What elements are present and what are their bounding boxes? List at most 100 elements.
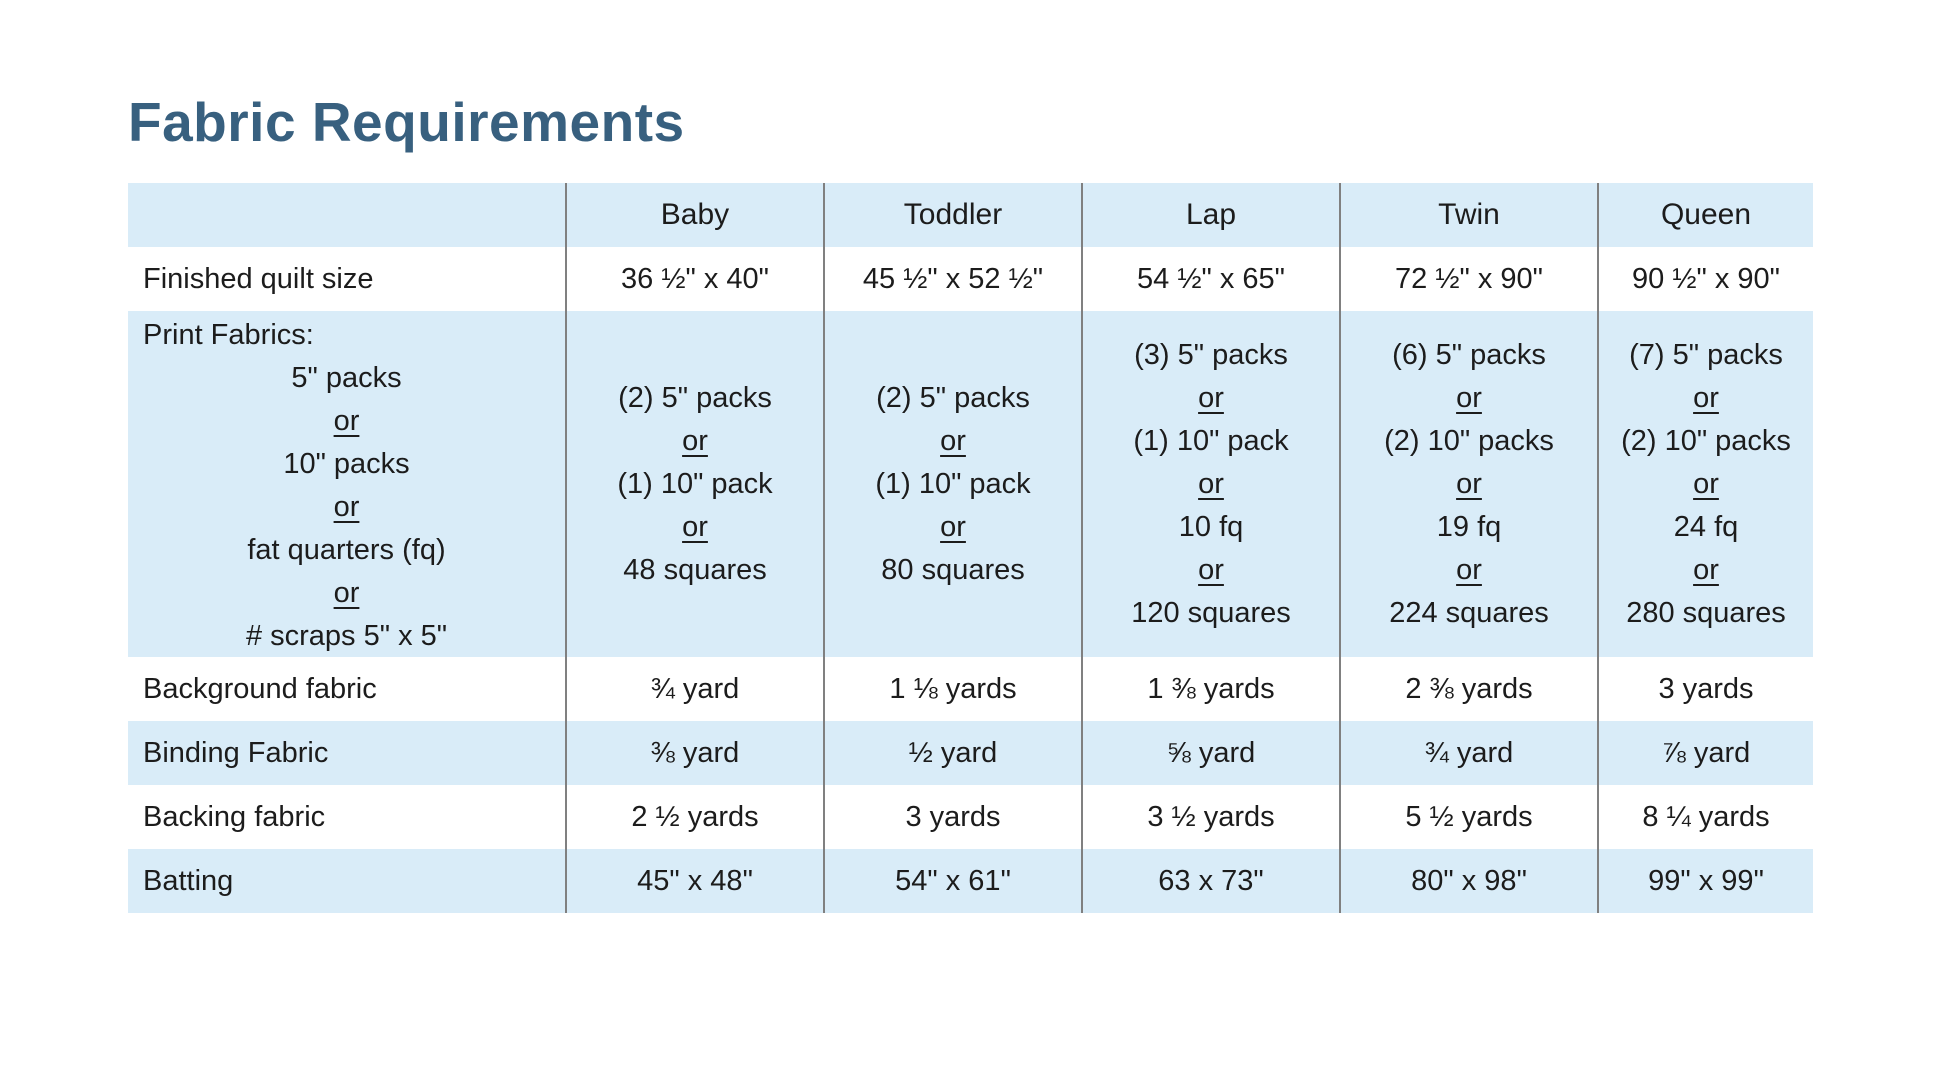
print-fabrics-cell-option-list: (7) 5" packs or (2) 10" packs or 24 fq or 280 … [1599, 311, 1813, 657]
cell-value: 99" x 99" [1648, 864, 1764, 897]
cell-value: ¾ yard [650, 672, 740, 705]
option-line: 48 squares [623, 553, 767, 586]
cell-value: 36 ½" x 40" [621, 262, 769, 295]
print-fabrics-option-list: Print Fabrics: 5" packs or 10" packs or fat q… [128, 311, 565, 657]
cell-background-fabric-twin: 2 ⅜ yards [1339, 657, 1597, 721]
or-separator: or [1693, 553, 1719, 586]
cell-value: 5 ½ yards [1405, 800, 1533, 833]
table-header-row: Baby Toddler Lap Twin Queen [128, 183, 1813, 247]
or-separator: or [1693, 381, 1719, 414]
cell-backing-fabric-baby: 2 ½ yards [565, 785, 823, 849]
row-label: Binding Fabric [143, 736, 329, 769]
cell-value: 8 ¼ yards [1642, 800, 1770, 833]
cell-print-fabrics-baby: (2) 5" packs or (1) 10" pack or 48 squares [565, 311, 823, 657]
fabric-requirements-table: Baby Toddler Lap Twin Queen Finished quilt si… [128, 183, 1813, 913]
cell-batting-baby: 45" x 48" [565, 849, 823, 913]
or-separator: or [682, 510, 708, 543]
cell-batting-toddler: 54" x 61" [823, 849, 1081, 913]
option-line: 120 squares [1131, 596, 1291, 629]
option-line: (3) 5" packs [1134, 338, 1288, 371]
col-header-label: Lap [1185, 198, 1237, 231]
cell-backing-fabric-toddler: 3 yards [823, 785, 1081, 849]
row-label: Print Fabrics: [143, 319, 314, 351]
cell-value: ⅞ yard [1661, 736, 1751, 769]
print-fabrics-cell-option-list: (3) 5" packs or (1) 10" pack or 10 fq or 120 s… [1083, 311, 1339, 657]
option-line: (2) 5" packs [618, 381, 772, 414]
row-label: Finished quilt size [143, 262, 374, 295]
row-label: Backing fabric [143, 800, 326, 833]
cell-print-fabrics-lap: (3) 5" packs or (1) 10" pack or 10 fq or 120 s… [1081, 311, 1339, 657]
or-separator: or [940, 510, 966, 543]
cell-finished-quilt-size-twin: 72 ½" x 90" [1339, 247, 1597, 311]
print-fabrics-cell-option-list: (2) 5" packs or (1) 10" pack or 80 squares [825, 311, 1081, 657]
or-separator: or [333, 491, 360, 523]
or-separator: or [333, 577, 360, 609]
option-line: (1) 10" pack [875, 467, 1031, 500]
row-label: Batting [143, 864, 234, 897]
print-fabrics-cell-option-list: (6) 5" packs or (2) 10" packs or 19 fq or 224 … [1341, 311, 1597, 657]
cell-value: ⅝ yard [1166, 736, 1256, 769]
or-separator: or [682, 424, 708, 457]
cell-value: ¾ yard [1424, 736, 1514, 769]
cell-value: 1 ⅛ yards [889, 672, 1017, 705]
col-header-label: Twin [1438, 198, 1500, 231]
cell-background-fabric-lap: 1 ⅜ yards [1081, 657, 1339, 721]
row-label: Background fabric [143, 672, 377, 705]
col-header-label: Toddler [903, 198, 1003, 231]
table-row-print-fabrics: Print Fabrics: 5" packs or 10" packs or fat q… [128, 311, 1813, 657]
cell-batting-lap: 63 x 73" [1081, 849, 1339, 913]
option-line: 10" packs [283, 448, 410, 480]
cell-value: 72 ½" x 90" [1395, 262, 1543, 295]
table-row-backing-fabric: Backing fabric 2 ½ yards 3 yards 3 ½ yards 5… [128, 785, 1813, 849]
row-label-cell-batting: Batting [128, 849, 565, 913]
cell-value: ½ yard [908, 736, 998, 769]
cell-value: 63 x 73" [1158, 864, 1264, 897]
cell-finished-quilt-size-lap: 54 ½" x 65" [1081, 247, 1339, 311]
row-label-cell-backing-fabric: Backing fabric [128, 785, 565, 849]
cell-value: 54 ½" x 65" [1137, 262, 1285, 295]
option-line: 19 fq [1436, 510, 1502, 543]
cell-background-fabric-toddler: 1 ⅛ yards [823, 657, 1081, 721]
option-line: (1) 10" pack [617, 467, 773, 500]
or-separator: or [940, 424, 966, 457]
option-line: 224 squares [1389, 596, 1549, 629]
or-separator: or [1198, 467, 1224, 500]
col-header-baby: Baby [565, 183, 823, 247]
option-line: (1) 10" pack [1133, 424, 1289, 457]
cell-batting-queen: 99" x 99" [1597, 849, 1813, 913]
row-label-cell-background-fabric: Background fabric [128, 657, 565, 721]
option-line: (2) 10" packs [1621, 424, 1791, 457]
page-title: Fabric Requirements [128, 91, 685, 153]
cell-value: 90 ½" x 90" [1632, 262, 1780, 295]
cell-value: 45" x 48" [637, 864, 753, 897]
col-header-queen: Queen [1597, 183, 1813, 247]
row-label-cell-finished-quilt-size: Finished quilt size [128, 247, 565, 311]
option-line: 24 fq [1673, 510, 1739, 543]
option-line: # scraps 5" x 5" [245, 620, 448, 652]
cell-background-fabric-queen: 3 yards [1597, 657, 1813, 721]
print-fabrics-cell-option-list: (2) 5" packs or (1) 10" pack or 48 squares [567, 311, 823, 657]
cell-value: 2 ⅜ yards [1405, 672, 1533, 705]
cell-value: 45 ½" x 52 ½" [862, 262, 1044, 295]
cell-value: 54" x 61" [895, 864, 1011, 897]
col-header-toddler: Toddler [823, 183, 1081, 247]
cell-binding-fabric-toddler: ½ yard [823, 721, 1081, 785]
or-separator: or [1456, 467, 1482, 500]
row-label-cell-print-fabrics: Print Fabrics: 5" packs or 10" packs or fat q… [128, 311, 565, 657]
cell-binding-fabric-queen: ⅞ yard [1597, 721, 1813, 785]
or-separator: or [1456, 553, 1482, 586]
col-header-lap: Lap [1081, 183, 1339, 247]
option-line: 5" packs [291, 362, 402, 394]
row-label-cell-binding-fabric: Binding Fabric [128, 721, 565, 785]
cell-value: 3 ½ yards [1147, 800, 1275, 833]
or-separator: or [1456, 381, 1482, 414]
option-line: (2) 5" packs [876, 381, 1030, 414]
cell-backing-fabric-queen: 8 ¼ yards [1597, 785, 1813, 849]
cell-value: 2 ½ yards [631, 800, 759, 833]
table-row-binding-fabric: Binding Fabric ⅜ yard ½ yard ⅝ yard ¾ yard ⅞ … [128, 721, 1813, 785]
cell-binding-fabric-twin: ¾ yard [1339, 721, 1597, 785]
or-separator: or [1198, 381, 1224, 414]
option-line: 80 squares [881, 553, 1025, 586]
cell-print-fabrics-queen: (7) 5" packs or (2) 10" packs or 24 fq or 280 … [1597, 311, 1813, 657]
or-separator: or [1198, 553, 1224, 586]
